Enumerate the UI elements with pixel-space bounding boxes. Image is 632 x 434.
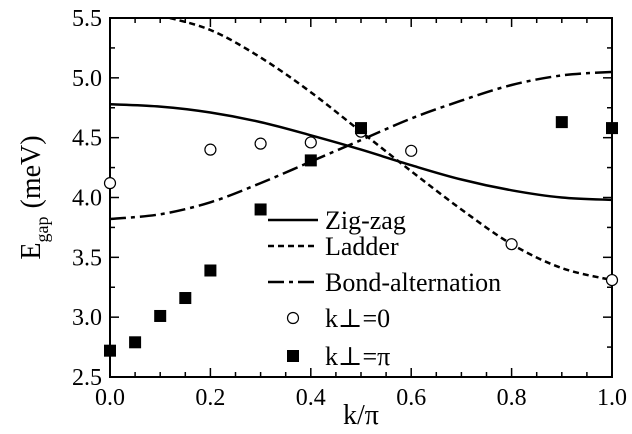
y-tick-label: 3.0 (72, 305, 102, 331)
data-point-circle (405, 144, 418, 157)
legend-key-square (287, 350, 299, 362)
data-point-square (606, 122, 618, 135)
x-axis-label: k/π (343, 400, 379, 431)
data-point-circle (204, 143, 217, 156)
data-point-circle (505, 238, 518, 251)
legend-key-circle (286, 311, 300, 325)
data-point-circle (103, 177, 117, 190)
y-axis-label-sub: gap (32, 216, 52, 242)
plot-area: 0.0 0.2 0.4 0.6 0.8 1.0 2.5 3.0 3.5 4.0 4.5 5.0 5.5 Z… (72, 6, 627, 411)
data-point-square (129, 336, 142, 349)
legend-label: Zig-zag (325, 206, 406, 235)
series-line-dashdot (110, 70, 612, 221)
data-point-square (254, 203, 267, 216)
data-point-circle (254, 137, 267, 150)
legend-label: Ladder (325, 232, 399, 261)
data-point-circle (605, 273, 619, 287)
x-tick-label: 1.0 (597, 385, 627, 411)
data-point-square (179, 292, 192, 305)
data-point-square (104, 344, 116, 357)
series-line-dashed (164, 18, 612, 282)
y-tick-label: 5.5 (72, 6, 102, 32)
y-tick-label: 3.5 (72, 245, 102, 271)
legend-label: Bond-alternation (325, 268, 501, 297)
legend-label: k⊥=0 (325, 304, 390, 333)
y-tick-label: 5.0 (72, 66, 102, 92)
x-tick-label: 0.8 (497, 385, 527, 411)
data-point-circle (304, 136, 317, 149)
data-point-square (355, 122, 367, 135)
y-tick-label: 2.5 (72, 365, 102, 391)
data-point-square (555, 116, 568, 129)
y-tick-label: 4.5 (72, 126, 102, 152)
y-axis-label-main: E (16, 242, 47, 259)
series-line-solid (110, 102, 612, 202)
x-tick-label: 0.0 (95, 385, 125, 411)
data-point-square (304, 154, 317, 167)
y-axis-label-unit: (meV) (16, 135, 47, 208)
y-axis-label: Egap (meV) (16, 135, 52, 259)
x-tick-label: 0.6 (396, 385, 426, 411)
data-point-square (154, 309, 167, 322)
data-point-square (204, 264, 217, 277)
x-tick-label: 0.2 (195, 385, 225, 411)
legend-label: k⊥=π (325, 342, 390, 371)
y-tick-label: 4.0 (72, 186, 102, 212)
x-tick-label: 0.4 (296, 385, 326, 411)
svg-text:Egap(meV): Egap (meV) (16, 135, 52, 259)
